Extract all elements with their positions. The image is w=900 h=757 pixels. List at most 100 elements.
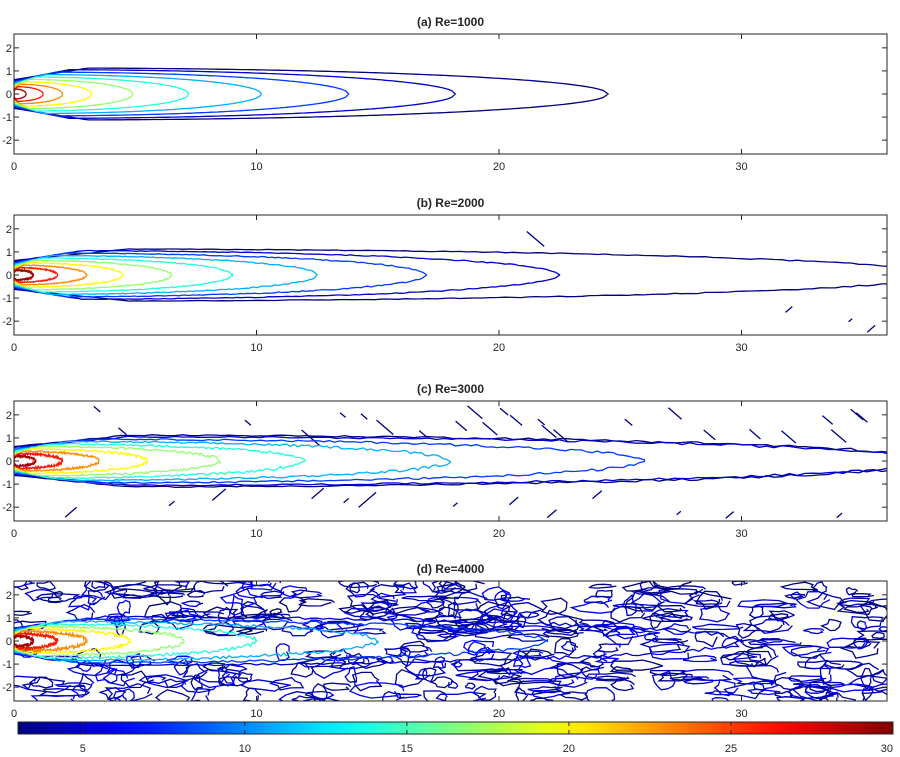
x-tick-label: 20 bbox=[493, 528, 505, 540]
y-tick-label: 1 bbox=[6, 433, 12, 445]
noise-contour bbox=[540, 597, 568, 615]
noise-contour bbox=[850, 616, 884, 630]
noise-contour bbox=[731, 581, 748, 586]
noise-contour bbox=[499, 596, 531, 602]
noise-contour bbox=[21, 676, 71, 694]
noise-contour bbox=[198, 581, 247, 585]
noise-contour bbox=[704, 690, 734, 696]
speck-contour bbox=[703, 429, 716, 441]
noise-contour bbox=[66, 662, 114, 677]
noise-contour bbox=[392, 606, 444, 623]
noise-contour bbox=[38, 688, 90, 698]
noise-contour bbox=[36, 581, 56, 591]
x-tick-label: 30 bbox=[735, 708, 747, 720]
colorbar-tick-label: 25 bbox=[725, 743, 737, 755]
noise-contour bbox=[431, 581, 462, 594]
noise-contour bbox=[455, 668, 511, 682]
noise-contour bbox=[14, 581, 36, 588]
panel-title: (b) Re=2000 bbox=[417, 196, 485, 210]
noise-contour bbox=[654, 604, 686, 613]
noise-contour bbox=[186, 590, 206, 598]
speck-contour bbox=[499, 407, 509, 416]
contour-level-14 bbox=[14, 622, 258, 660]
y-tick-label: 2 bbox=[6, 224, 12, 236]
colorbar-tick-label: 10 bbox=[239, 743, 251, 755]
y-tick-label: -1 bbox=[2, 479, 12, 491]
speck-contour bbox=[508, 496, 519, 506]
noise-contour bbox=[275, 643, 290, 662]
y-tick-label: 2 bbox=[6, 410, 12, 422]
noise-contour bbox=[345, 581, 376, 598]
noise-contour bbox=[467, 640, 490, 656]
noise-contour bbox=[393, 581, 419, 590]
noise-contour bbox=[610, 605, 646, 623]
noise-contour bbox=[464, 682, 476, 690]
contour-level-8 bbox=[14, 438, 646, 484]
colorbar-gradient bbox=[17, 721, 894, 735]
noise-contour bbox=[826, 637, 868, 649]
noise-contour bbox=[422, 667, 437, 683]
noise-contour bbox=[457, 608, 495, 626]
contour-group bbox=[14, 231, 887, 333]
noise-contour bbox=[217, 676, 248, 687]
noise-contour bbox=[399, 640, 429, 653]
noise-contour bbox=[346, 593, 397, 612]
contour-level-8 bbox=[14, 252, 427, 298]
speck-contour bbox=[541, 424, 557, 438]
noise-contour bbox=[649, 612, 664, 630]
noise-contour bbox=[610, 678, 635, 692]
noise-contour bbox=[381, 690, 405, 701]
noise-contour bbox=[549, 662, 605, 675]
noise-contour bbox=[851, 592, 875, 598]
noise-contour bbox=[219, 663, 248, 676]
noise-contour bbox=[24, 588, 57, 602]
axes-frame bbox=[13, 400, 888, 522]
noise-contour bbox=[338, 604, 375, 614]
noise-contour bbox=[596, 643, 622, 653]
noise-contour bbox=[235, 583, 285, 599]
noise-contour bbox=[423, 690, 448, 701]
noise-contour bbox=[150, 613, 168, 623]
noise-contour bbox=[776, 695, 805, 701]
speck-contour bbox=[509, 414, 523, 426]
contour-level-26 bbox=[14, 266, 59, 284]
noise-contour bbox=[694, 631, 725, 648]
noise-contour bbox=[682, 678, 714, 685]
noise-contour bbox=[173, 657, 190, 676]
noise-contour bbox=[104, 683, 153, 701]
noise-contour bbox=[470, 650, 516, 667]
contour-level-29 bbox=[14, 453, 37, 469]
noise-contour bbox=[612, 603, 663, 609]
speck-contour bbox=[452, 502, 458, 507]
noise-contour bbox=[546, 675, 588, 688]
speck-contour bbox=[418, 430, 427, 437]
colorbar-tick-label: 20 bbox=[563, 743, 575, 755]
noise-contour bbox=[298, 598, 335, 607]
noise-contour bbox=[661, 585, 706, 595]
speck-contour bbox=[339, 412, 347, 418]
noise-contour bbox=[147, 591, 186, 599]
noise-contour bbox=[392, 582, 418, 594]
noise-contour bbox=[301, 619, 325, 632]
noise-contour bbox=[143, 584, 195, 592]
noise-contour bbox=[624, 590, 670, 612]
contour-level-5 bbox=[14, 249, 561, 301]
noise-contour bbox=[861, 691, 887, 701]
noise-contour bbox=[723, 681, 767, 700]
contour-level-20 bbox=[14, 447, 149, 475]
noise-contour bbox=[537, 609, 583, 630]
noise-contour bbox=[506, 633, 550, 642]
noise-contour bbox=[14, 675, 37, 691]
noise-contour bbox=[872, 669, 887, 685]
noise-contour bbox=[713, 679, 739, 697]
noise-contour bbox=[250, 581, 281, 591]
noise-contour bbox=[629, 587, 672, 595]
noise-contour bbox=[719, 650, 773, 667]
x-tick-label: 10 bbox=[250, 161, 262, 173]
y-tick-label: -1 bbox=[2, 659, 12, 671]
panel-2: (b) Re=2000 0 10 20 30 -2 -1 0 1 2 bbox=[2, 196, 888, 354]
contour-level-23 bbox=[14, 264, 88, 286]
noise-contour bbox=[768, 613, 789, 621]
noise-contour bbox=[360, 600, 396, 615]
noise-contour bbox=[394, 668, 424, 689]
